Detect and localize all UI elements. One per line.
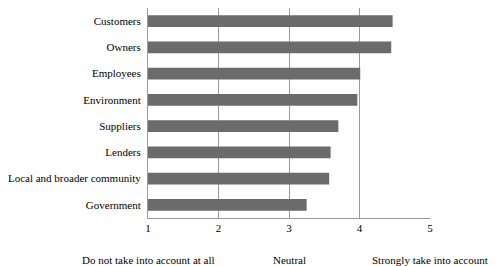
svg-text:Customers: Customers — [94, 15, 141, 27]
svg-text:Government: Government — [86, 199, 141, 211]
svg-text:Strongly take into account: Strongly take into account — [372, 254, 488, 266]
svg-text:Lenders: Lenders — [105, 146, 140, 158]
svg-text:Employees: Employees — [92, 67, 141, 79]
svg-text:Owners: Owners — [107, 41, 141, 53]
svg-text:3: 3 — [286, 222, 292, 234]
svg-text:Suppliers: Suppliers — [99, 120, 141, 132]
svg-text:Neutral: Neutral — [273, 254, 306, 266]
svg-text:Local and broader community: Local and broader community — [8, 172, 141, 184]
svg-text:Do not take into account at al: Do not take into account at all — [82, 254, 215, 266]
svg-text:1: 1 — [145, 222, 151, 234]
svg-text:Environment: Environment — [83, 94, 140, 106]
svg-text:4: 4 — [357, 222, 363, 234]
svg-text:2: 2 — [216, 222, 222, 234]
svg-text:5: 5 — [427, 222, 433, 234]
